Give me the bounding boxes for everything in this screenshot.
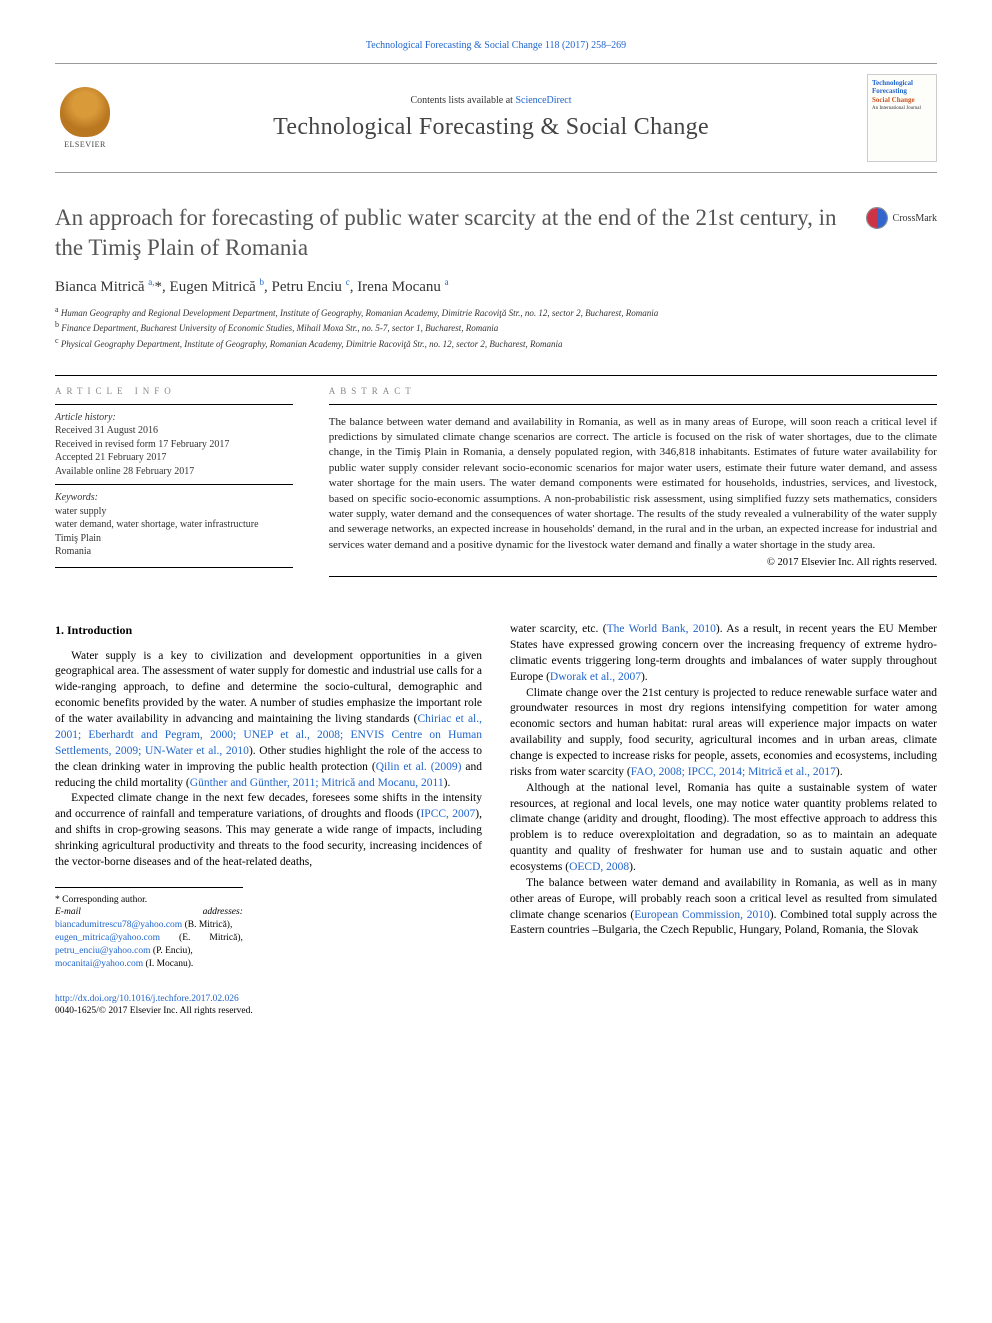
citation-link[interactable]: The World Bank, 2010 [607,623,716,635]
citation-link[interactable]: FAO, 2008; IPCC, 2014; Mitrică et al., 2… [631,766,836,778]
citation-link[interactable]: Qilin et al. (2009) [376,761,462,773]
keyword-item: Timiş Plain [55,532,293,546]
abstract-label: abstract [329,386,937,396]
keyword-item: water supply [55,505,293,519]
abstract-text: The balance between water demand and ava… [329,415,937,554]
history-label: Article history: [55,411,293,425]
author-list: Bianca Mitrică a,*, Eugen Mitrică b, Pet… [55,277,937,296]
history-revised: Received in revised form 17 February 201… [55,438,293,452]
article-history: Article history: Received 31 August 2016… [55,404,293,486]
journal-cover-thumbnail: Technological Forecasting Social Change … [867,74,937,162]
article-info-column: article info Article history: Received 3… [55,376,311,578]
journal-header: ELSEVIER Contents lists available at Sci… [55,63,937,173]
history-received: Received 31 August 2016 [55,424,293,438]
abstract-copyright: © 2017 Elsevier Inc. All rights reserved… [329,557,937,568]
article-info-label: article info [55,386,293,396]
affiliation-c: c Physical Geography Department, Institu… [55,335,937,351]
email-line: mocanitai@yahoo.com (I. Mocanu). [55,958,243,971]
affiliation-a: a Human Geography and Regional Developme… [55,304,937,320]
issn-copyright: 0040-1625/© 2017 Elsevier Inc. All right… [55,1005,937,1018]
citation-link[interactable]: IPCC, 2007 [420,808,475,820]
citation-link[interactable]: European Commission, 2010 [634,909,770,921]
running-head: Technological Forecasting & Social Chang… [55,40,937,51]
crossmark-label: CrossMark [893,213,937,224]
page-footer: http://dx.doi.org/10.1016/j.techfore.201… [55,993,937,1019]
keywords-block: Keywords: water supply water demand, wat… [55,485,293,559]
cover-line3: Social Change [872,96,932,104]
elsevier-tree-icon [60,87,110,137]
history-online: Available online 28 February 2017 [55,465,293,479]
citation-link[interactable]: Günther and Günther, 2011; Mitrică and M… [190,777,444,789]
cover-line2: Forecasting [872,87,932,95]
title-row: An approach for forecasting of public wa… [55,203,937,263]
body-paragraph: Water supply is a key to civilization an… [55,649,482,792]
contents-prefix: Contents lists available at [410,95,515,106]
keyword-item: water demand, water shortage, water infr… [55,518,293,532]
cover-line1: Technological [872,79,932,87]
email-link[interactable]: eugen_mitrica@yahoo.com [55,933,160,943]
abs-top-rule [329,404,937,405]
citation-link[interactable]: Dworak et al., 2007 [550,671,641,683]
history-accepted: Accepted 21 February 2017 [55,451,293,465]
email-line: E-mail addresses: biancadumitrescu78@yah… [55,906,243,932]
elsevier-logo: ELSEVIER [55,87,115,149]
meta-divider [55,567,293,568]
meta-abstract-row: article info Article history: Received 3… [55,375,937,578]
body-paragraph: Expected climate change in the next few … [55,791,482,870]
elsevier-logo-text: ELSEVIER [64,140,106,149]
corresponding-note: * Corresponding author. [55,894,243,907]
crossmark-icon [866,207,888,229]
doi-link[interactable]: http://dx.doi.org/10.1016/j.techfore.201… [55,994,239,1004]
section-heading: 1. Introduction [55,622,482,639]
article-title: An approach for forecasting of public wa… [55,203,851,263]
sciencedirect-link[interactable]: ScienceDirect [515,95,571,106]
crossmark-widget[interactable]: CrossMark [866,207,937,229]
contents-line: Contents lists available at ScienceDirec… [115,95,867,106]
article-body: 1. Introduction Water supply is a key to… [55,622,937,970]
header-center: Contents lists available at ScienceDirec… [115,95,867,141]
affiliation-b: b Finance Department, Bucharest Universi… [55,319,937,335]
abstract-column: abstract The balance between water deman… [311,376,937,578]
body-paragraph: The balance between water demand and ava… [510,876,937,939]
email-line: eugen_mitrica@yahoo.com (E. Mitrică), pe… [55,932,243,958]
body-paragraph: Climate change over the 21st century is … [510,686,937,781]
keywords-label: Keywords: [55,491,293,505]
affiliations: a Human Geography and Regional Developme… [55,304,937,351]
email-link[interactable]: petru_enciu@yahoo.com [55,946,151,956]
citation-link[interactable]: OECD, 2008 [569,861,629,873]
body-paragraph: Although at the national level, Romania … [510,781,937,876]
cover-sub: An International Journal [872,106,932,111]
footnotes: * Corresponding author. E-mail addresses… [55,887,243,971]
email-link[interactable]: biancadumitrescu78@yahoo.com [55,920,182,930]
email-link[interactable]: mocanitai@yahoo.com [55,959,143,969]
body-paragraph: water scarcity, etc. (The World Bank, 20… [510,622,937,685]
abs-bottom-rule [329,576,937,577]
keyword-item: Romania [55,545,293,559]
journal-title: Technological Forecasting & Social Chang… [115,114,867,141]
running-head-link[interactable]: Technological Forecasting & Social Chang… [366,40,626,51]
